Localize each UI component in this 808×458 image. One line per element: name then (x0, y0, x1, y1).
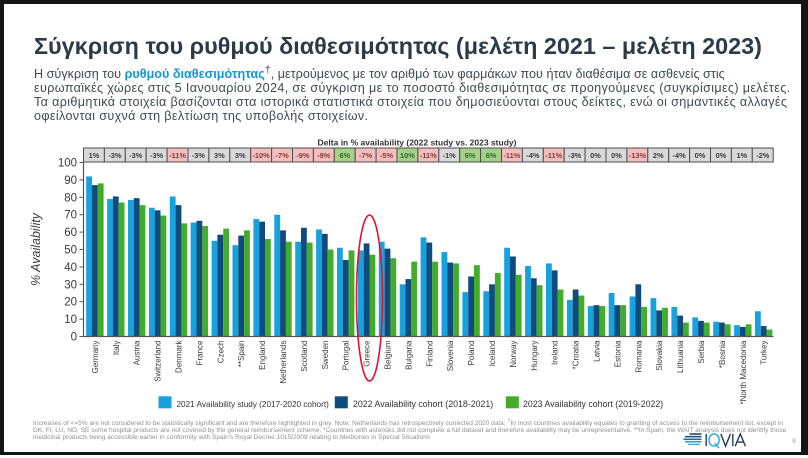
svg-text:3%: 3% (235, 151, 246, 160)
svg-text:-9%: -9% (296, 151, 310, 160)
svg-text:-3%: -3% (129, 151, 143, 160)
svg-text:Estonia: Estonia (613, 340, 622, 367)
svg-text:Hungary: Hungary (530, 341, 539, 371)
svg-text:-5%: -5% (380, 151, 394, 160)
svg-text:-11%: -11% (545, 151, 562, 160)
svg-text:1%: 1% (89, 151, 100, 160)
svg-text:-11%: -11% (503, 151, 520, 160)
svg-text:0%: 0% (611, 151, 622, 160)
svg-text:-1%: -1% (443, 151, 457, 160)
svg-text:Denmark: Denmark (175, 340, 184, 373)
svg-text:Slovakia: Slovakia (655, 340, 664, 371)
svg-text:0%: 0% (716, 151, 727, 160)
svg-text:6%: 6% (486, 151, 497, 160)
svg-text:Serbia: Serbia (697, 340, 706, 364)
svg-text:Netherlands: Netherlands (279, 341, 288, 384)
svg-text:100: 100 (58, 158, 77, 170)
svg-text:*Croatia: *Croatia (572, 340, 581, 369)
svg-text:80: 80 (64, 192, 77, 204)
svg-text:-2%: -2% (756, 151, 770, 160)
svg-text:-3%: -3% (568, 151, 582, 160)
svg-text:Bulgaria: Bulgaria (404, 340, 413, 370)
svg-text:Latvia: Latvia (593, 340, 602, 362)
svg-text:-7%: -7% (276, 151, 290, 160)
svg-text:Poland: Poland (467, 341, 476, 366)
svg-text:% Availability: % Availability (29, 212, 43, 286)
svg-text:-4%: -4% (526, 151, 540, 160)
svg-text:2023 Availability cohort (2019: 2023 Availability cohort (2019-2022) (523, 399, 663, 409)
svg-text:2021 Availability study (2017-: 2021 Availability study (2017-2020 cohor… (177, 400, 330, 409)
svg-text:10: 10 (64, 314, 77, 326)
svg-text:-13%: -13% (629, 151, 647, 160)
svg-text:1%: 1% (737, 151, 748, 160)
svg-text:Finland: Finland (425, 341, 434, 367)
svg-text:0: 0 (71, 332, 77, 344)
svg-text:-10%: -10% (252, 151, 270, 160)
svg-text:50: 50 (64, 245, 77, 257)
svg-text:-3%: -3% (150, 151, 164, 160)
svg-text:70: 70 (64, 210, 77, 222)
svg-text:England: England (258, 341, 267, 370)
svg-text:Turkey: Turkey (760, 341, 769, 365)
svg-text:2%: 2% (653, 151, 664, 160)
svg-text:**Spain: **Spain (237, 341, 246, 368)
svg-text:*North Macedonia: *North Macedonia (739, 340, 748, 405)
svg-text:30: 30 (64, 279, 77, 291)
svg-text:Norway: Norway (509, 341, 518, 368)
svg-text:-11%: -11% (420, 151, 437, 160)
svg-text:40: 40 (64, 262, 77, 274)
svg-text:Lithuania: Lithuania (676, 340, 685, 373)
svg-text:Italy: Italy (112, 341, 121, 356)
svg-text:Sweden: Sweden (321, 341, 330, 370)
svg-text:2022 Availability cohort (2018: 2022 Availability cohort (2018-2021) (353, 399, 493, 409)
svg-text:France: France (195, 340, 204, 365)
svg-text:Germany: Germany (91, 341, 100, 374)
svg-text:Portugal: Portugal (342, 340, 351, 370)
svg-text:0%: 0% (695, 151, 706, 160)
svg-text:-3%: -3% (192, 151, 206, 160)
svg-text:-3%: -3% (108, 151, 122, 160)
svg-text:10%: 10% (400, 151, 415, 160)
svg-text:Austria: Austria (133, 340, 142, 365)
svg-text:90: 90 (64, 175, 77, 187)
svg-text:Switzerland: Switzerland (154, 341, 163, 382)
svg-text:20: 20 (64, 297, 77, 309)
svg-text:3%: 3% (214, 151, 225, 160)
svg-text:-4%: -4% (673, 151, 687, 160)
svg-text:8: 8 (792, 438, 796, 445)
svg-text:6%: 6% (339, 151, 350, 160)
svg-text:-7%: -7% (359, 151, 373, 160)
svg-text:Romania: Romania (634, 340, 643, 373)
svg-text:Czech: Czech (216, 341, 225, 364)
svg-text:Slovenia: Slovenia (446, 340, 455, 371)
svg-text:Ireland: Ireland (551, 341, 560, 365)
svg-text:Delta in % availability (2022: Delta in % availability (2022 study vs. … (318, 138, 517, 148)
svg-text:-11%: -11% (169, 151, 186, 160)
svg-text:60: 60 (64, 227, 77, 239)
svg-text:*Bosnia: *Bosnia (718, 340, 727, 368)
svg-text:Iceland: Iceland (488, 341, 497, 367)
svg-text:0%: 0% (590, 151, 601, 160)
svg-text:Greece: Greece (363, 340, 372, 367)
svg-text:Belgium: Belgium (384, 340, 393, 369)
svg-text:-9%: -9% (317, 151, 331, 160)
svg-text:6%: 6% (465, 151, 476, 160)
svg-text:Scotland: Scotland (300, 341, 309, 372)
